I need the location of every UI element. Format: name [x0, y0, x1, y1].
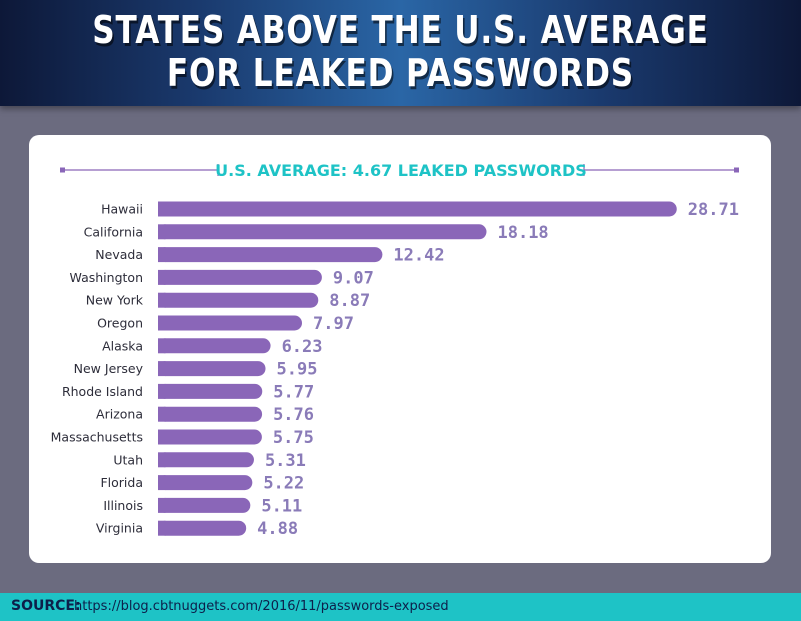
source-label: SOURCE: [11, 598, 81, 614]
bar-left-end [158, 452, 166, 468]
bar-left-end [158, 247, 166, 263]
bar [158, 201, 677, 217]
bar [158, 224, 487, 240]
average-rule-left-end [60, 167, 65, 173]
category-label: Oregon [97, 316, 143, 331]
value-label: 4.88 [257, 519, 298, 539]
value-label: 5.77 [273, 382, 314, 402]
bar-left-end [158, 497, 166, 513]
value-label: 5.31 [265, 451, 306, 471]
value-label: 9.07 [333, 268, 374, 288]
average-rule-right-end [734, 167, 739, 173]
source-link[interactable]: https://blog.cbtnuggets.com/2016/11/pass… [74, 599, 449, 614]
category-label: New York [86, 293, 144, 308]
page-title-line-1: STATES ABOVE THE U.S. AVERAGE [92, 8, 709, 52]
category-label: Florida [100, 475, 143, 490]
header-banner: STATES ABOVE THE U.S. AVERAGE FOR LEAKED… [0, 0, 801, 106]
bar-left-end [158, 520, 166, 536]
bar [158, 497, 251, 513]
bar-left-end [158, 224, 166, 240]
bar-left-end [158, 475, 166, 491]
bar [158, 361, 266, 377]
bar-left-end [158, 338, 166, 354]
category-label: Hawaii [101, 202, 143, 217]
value-label: 28.71 [688, 200, 739, 220]
category-label: Alaska [102, 338, 143, 353]
category-label: Utah [113, 452, 143, 467]
bar [158, 406, 263, 422]
bar-left-end [158, 292, 166, 308]
bar-left-end [158, 383, 166, 399]
category-label: California [84, 224, 143, 239]
bar [158, 452, 254, 468]
category-label: Washington [70, 270, 143, 285]
bar-left-end [158, 429, 166, 445]
bar [158, 292, 319, 308]
bar-left-end [158, 269, 166, 285]
category-label: Arizona [96, 407, 143, 422]
page-title-line-2: FOR LEAKED PASSWORDS [166, 51, 635, 95]
value-label: 12.42 [393, 246, 444, 266]
category-label: New Jersey [74, 361, 144, 376]
category-label: Rhode Island [62, 384, 143, 399]
value-label: 18.18 [497, 223, 548, 243]
value-label: 7.97 [313, 314, 354, 334]
bar [158, 520, 247, 536]
value-label: 6.23 [282, 337, 323, 357]
value-label: 5.76 [273, 405, 314, 425]
bar [158, 429, 262, 445]
average-label: U.S. AVERAGE: 4.67 LEAKED PASSWORDS [215, 161, 587, 180]
bar [158, 338, 271, 354]
bar [158, 315, 303, 331]
bar [158, 247, 383, 263]
value-label: 5.95 [277, 360, 318, 380]
bar-left-end [158, 201, 166, 217]
bar-left-end [158, 361, 166, 377]
bar [158, 475, 253, 491]
value-label: 8.87 [329, 291, 370, 311]
category-label: Nevada [95, 247, 143, 262]
category-label: Illinois [103, 498, 143, 513]
category-label: Virginia [96, 521, 143, 536]
bar [158, 383, 263, 399]
bar [158, 269, 322, 285]
value-label: 5.11 [261, 496, 302, 516]
bar-left-end [158, 315, 166, 331]
value-label: 5.75 [273, 428, 314, 448]
source-footer: SOURCE: https://blog.cbtnuggets.com/2016… [0, 593, 801, 621]
bar-left-end [158, 406, 166, 422]
value-label: 5.22 [263, 474, 304, 494]
category-label: Massachusetts [51, 430, 143, 445]
